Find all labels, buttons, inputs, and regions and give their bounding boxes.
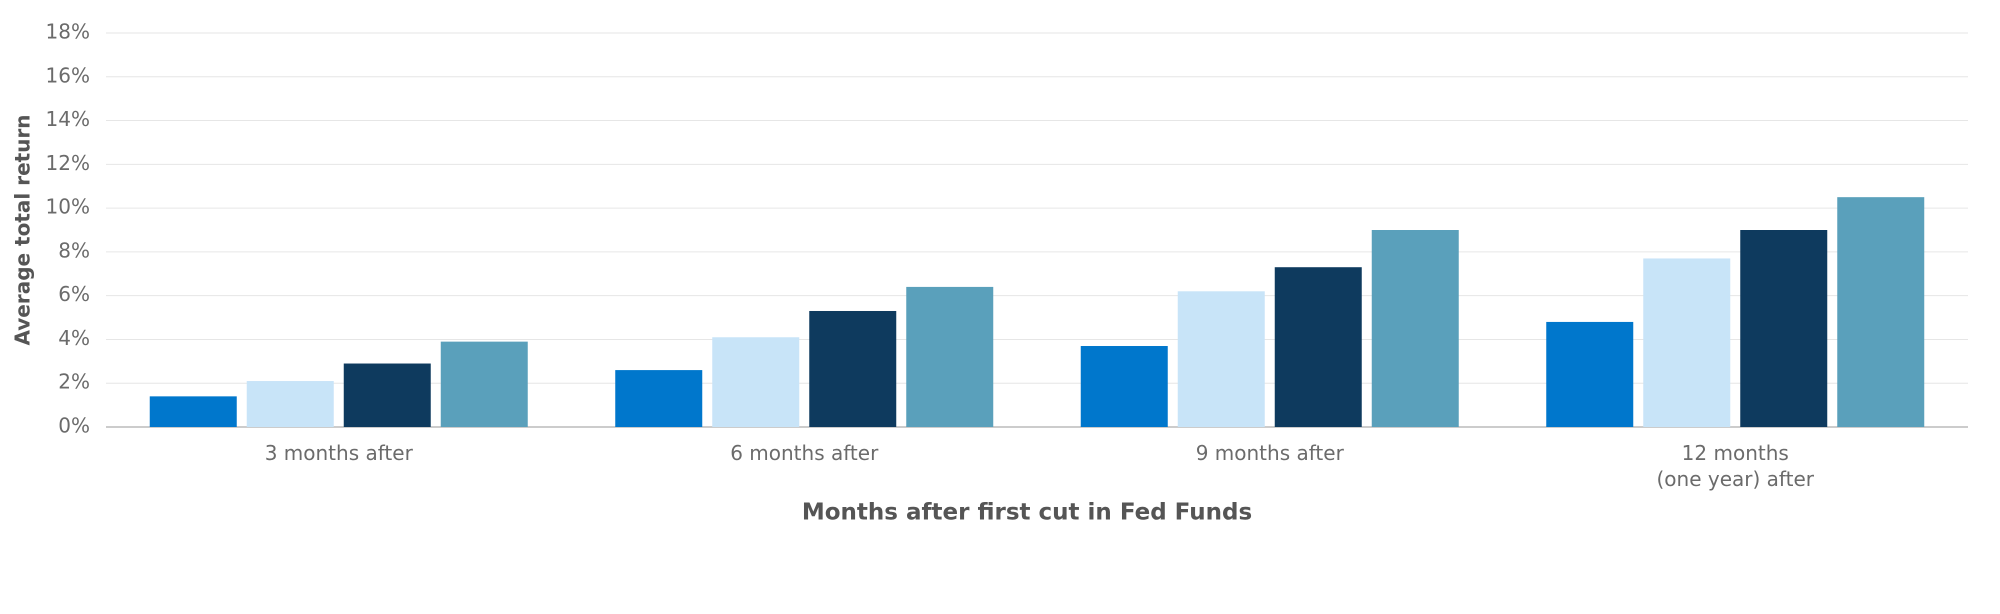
bar bbox=[246, 381, 334, 427]
x-axis-title: Months after first cut in Fed Funds bbox=[802, 500, 1252, 526]
bar bbox=[1740, 230, 1828, 427]
x-tick-label: 6 months after bbox=[730, 441, 879, 465]
bar bbox=[1546, 321, 1634, 427]
bar bbox=[615, 370, 703, 427]
y-tick-label: 2% bbox=[58, 370, 90, 394]
y-axis-title: Average total return bbox=[11, 114, 35, 345]
bar bbox=[1080, 346, 1168, 427]
bar bbox=[1177, 291, 1265, 427]
y-tick-label: 4% bbox=[58, 326, 90, 350]
bar bbox=[1274, 267, 1362, 427]
y-tick-label: 18% bbox=[46, 20, 90, 44]
bar bbox=[1837, 197, 1925, 427]
bar bbox=[712, 337, 800, 427]
bar bbox=[906, 286, 994, 427]
x-tick-label: 3 months after bbox=[264, 441, 413, 465]
x-tick-label: 9 months after bbox=[1195, 441, 1344, 465]
bar bbox=[149, 396, 237, 427]
y-tick-label: 6% bbox=[58, 282, 90, 306]
bar bbox=[1643, 258, 1731, 427]
y-tick-label: 0% bbox=[58, 414, 90, 438]
y-tick-label: 14% bbox=[46, 107, 90, 131]
bar bbox=[343, 363, 431, 427]
y-tick-label: 8% bbox=[58, 238, 90, 262]
bar bbox=[1371, 230, 1459, 427]
y-tick-label: 16% bbox=[46, 63, 90, 87]
y-tick-label: 10% bbox=[46, 195, 90, 219]
x-tick-label: 12 months (one year) after bbox=[1656, 441, 1814, 491]
y-tick-label: 12% bbox=[46, 151, 90, 175]
bar bbox=[440, 341, 528, 427]
bar bbox=[809, 310, 897, 427]
